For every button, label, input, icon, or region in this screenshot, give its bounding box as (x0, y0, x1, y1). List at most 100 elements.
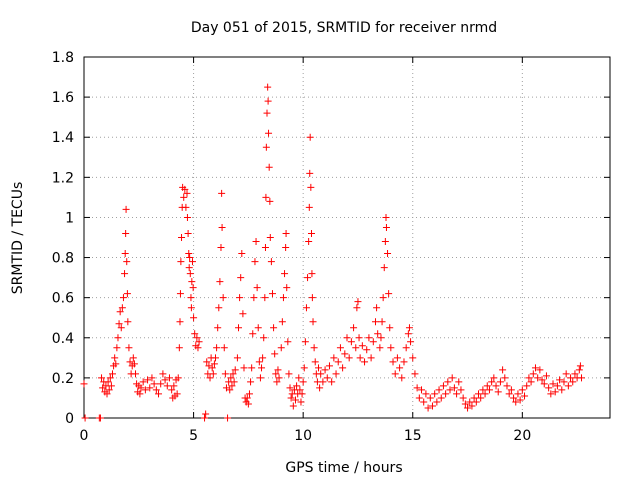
data-point (104, 378, 112, 386)
data-point (501, 374, 509, 382)
data-point (378, 318, 386, 326)
data-point (332, 370, 340, 378)
data-point (181, 185, 189, 193)
data-point (130, 360, 138, 368)
data-point (243, 394, 251, 402)
data-point (287, 394, 295, 402)
data-point (129, 354, 137, 362)
data-point (195, 338, 203, 346)
data-point (426, 394, 434, 402)
data-point (521, 392, 529, 400)
data-point (553, 382, 561, 390)
data-point (261, 294, 269, 302)
data-point (262, 143, 270, 151)
data-point (400, 358, 408, 366)
data-point (220, 344, 228, 352)
x-tick-label: 15 (404, 428, 422, 444)
data-point (343, 334, 351, 342)
data-point (264, 83, 272, 91)
data-point (492, 382, 500, 390)
data-point (286, 384, 294, 392)
data-point (105, 386, 113, 394)
data-point (216, 278, 224, 286)
data-point (253, 284, 261, 292)
data-point (263, 109, 271, 117)
data-point (531, 364, 539, 372)
data-point (116, 308, 124, 316)
data-point (247, 378, 255, 386)
data-point (123, 290, 131, 298)
data-point (208, 364, 216, 372)
data-point (494, 388, 502, 396)
data-point (251, 258, 259, 266)
data-point (334, 358, 342, 366)
data-point (352, 344, 360, 352)
data-point (453, 390, 461, 398)
data-point (316, 384, 324, 392)
data-point (389, 358, 397, 366)
data-point (325, 362, 333, 370)
data-point (499, 366, 507, 374)
data-point (418, 386, 426, 394)
data-point (558, 386, 566, 394)
data-point (468, 402, 476, 410)
data-point (381, 238, 389, 246)
data-point (365, 334, 373, 342)
data-point (341, 350, 349, 358)
data-point (562, 370, 570, 378)
grid (84, 57, 610, 418)
data-point (163, 382, 171, 390)
data-point (479, 386, 487, 394)
data-point (571, 370, 579, 378)
data-point (339, 364, 347, 372)
data-point (457, 386, 465, 394)
data-point (213, 344, 221, 352)
data-point (186, 270, 194, 278)
data-point (356, 354, 364, 362)
data-point (459, 394, 467, 402)
data-point (296, 386, 304, 394)
data-point (108, 370, 116, 378)
data-point (518, 386, 526, 394)
y-tick-label: 1.4 (52, 130, 74, 146)
data-point (409, 354, 417, 362)
data-point (165, 374, 173, 382)
data-point (141, 386, 149, 394)
data-point (150, 380, 158, 388)
data-point (182, 203, 190, 211)
y-tick-label: 1.2 (52, 170, 74, 186)
data-point (488, 378, 496, 386)
data-point (185, 264, 193, 272)
data-point (184, 229, 192, 237)
data-point (307, 229, 315, 237)
data-point (525, 374, 533, 382)
data-point (273, 378, 281, 386)
data-point (174, 374, 182, 382)
data-point (266, 197, 274, 205)
data-point (176, 290, 184, 298)
data-point (321, 366, 329, 374)
data-point (279, 294, 287, 302)
data-point (481, 390, 489, 398)
data-point (123, 258, 131, 266)
y-tick-label: 0.8 (52, 251, 74, 267)
data-point (302, 304, 310, 312)
data-point (556, 376, 564, 384)
data-point (576, 362, 584, 370)
data-point (170, 382, 178, 390)
data-point (212, 354, 219, 362)
data-point (386, 324, 394, 332)
data-point (380, 264, 388, 272)
data-point (267, 258, 275, 266)
data-point (281, 270, 289, 278)
data-point (393, 354, 401, 362)
data-point (547, 390, 555, 398)
data-point (534, 374, 542, 382)
data-point (188, 258, 196, 266)
x-tick-label: 5 (189, 428, 198, 444)
data-point (377, 334, 385, 342)
data-point (505, 390, 513, 398)
data-point (354, 298, 362, 306)
data-point (308, 270, 316, 278)
data-point (264, 97, 272, 105)
